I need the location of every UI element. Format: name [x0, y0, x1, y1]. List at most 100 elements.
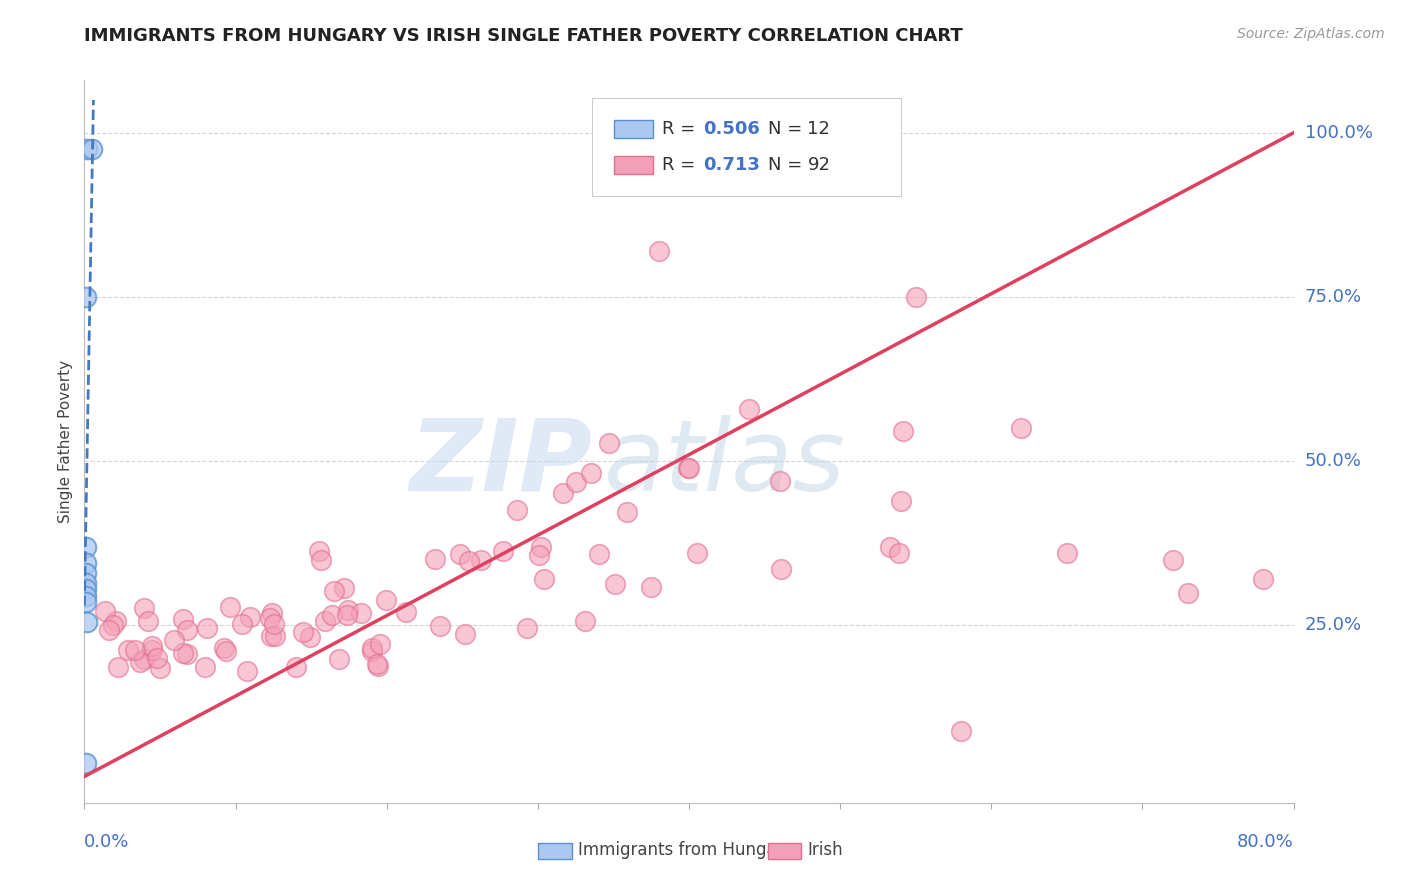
- Point: [128, 655, 150, 669]
- Point: [616, 505, 638, 519]
- Point: [516, 621, 538, 635]
- Point: [395, 605, 418, 619]
- Point: [887, 546, 910, 560]
- Point: [332, 582, 354, 596]
- Point: [172, 612, 194, 626]
- Point: [146, 651, 169, 665]
- Point: [492, 544, 515, 558]
- Point: [76, 142, 98, 156]
- Point: [176, 647, 198, 661]
- Point: [321, 607, 343, 622]
- Point: [107, 659, 129, 673]
- Text: 100.0%: 100.0%: [1305, 124, 1372, 142]
- Point: [215, 644, 238, 658]
- Point: [530, 541, 553, 555]
- Point: [366, 657, 388, 671]
- Point: [231, 616, 253, 631]
- Bar: [614, 156, 652, 174]
- Point: [219, 599, 242, 614]
- Point: [260, 628, 283, 642]
- Bar: [614, 120, 652, 138]
- Point: [75, 540, 97, 554]
- Point: [1161, 553, 1184, 567]
- Point: [879, 540, 901, 554]
- Point: [1011, 421, 1033, 435]
- Point: [454, 626, 477, 640]
- Point: [367, 658, 389, 673]
- Point: [75, 575, 97, 590]
- Point: [262, 606, 284, 620]
- Text: 92: 92: [807, 156, 831, 174]
- Point: [264, 629, 287, 643]
- Point: [423, 552, 446, 566]
- Text: 75.0%: 75.0%: [1305, 288, 1362, 306]
- Point: [75, 589, 97, 603]
- Point: [648, 244, 671, 258]
- Point: [470, 553, 492, 567]
- Bar: [538, 843, 572, 859]
- Point: [149, 661, 172, 675]
- Point: [124, 643, 146, 657]
- Point: [458, 554, 481, 568]
- Point: [76, 615, 98, 630]
- Point: [328, 651, 350, 665]
- Point: [134, 652, 156, 666]
- Text: 80.0%: 80.0%: [1237, 833, 1294, 851]
- Point: [349, 606, 371, 620]
- Point: [588, 547, 610, 561]
- Point: [769, 562, 792, 576]
- Point: [291, 625, 314, 640]
- Point: [117, 642, 139, 657]
- Point: [75, 582, 97, 597]
- Point: [263, 616, 285, 631]
- Text: R =: R =: [662, 120, 702, 137]
- Point: [194, 659, 217, 673]
- Point: [529, 548, 551, 562]
- Point: [75, 290, 97, 304]
- Point: [1253, 573, 1275, 587]
- Text: Source: ZipAtlas.com: Source: ZipAtlas.com: [1237, 27, 1385, 41]
- Point: [551, 485, 574, 500]
- Text: 25.0%: 25.0%: [1305, 616, 1362, 634]
- Text: 0.713: 0.713: [703, 156, 761, 174]
- Point: [449, 547, 471, 561]
- Bar: [768, 843, 801, 859]
- Point: [101, 618, 124, 632]
- Point: [138, 614, 160, 628]
- Point: [950, 723, 973, 738]
- Point: [75, 566, 97, 580]
- Point: [94, 604, 117, 618]
- Point: [361, 644, 384, 658]
- Point: [75, 556, 97, 570]
- Point: [308, 544, 330, 558]
- Point: [890, 493, 912, 508]
- Point: [686, 546, 709, 560]
- FancyBboxPatch shape: [592, 98, 901, 196]
- Point: [581, 466, 603, 480]
- Point: [337, 603, 360, 617]
- Text: N =: N =: [768, 156, 807, 174]
- Point: [574, 614, 596, 628]
- Text: 0.506: 0.506: [703, 120, 761, 137]
- Point: [75, 595, 97, 609]
- Point: [1056, 546, 1078, 560]
- Point: [361, 640, 384, 655]
- Text: Immigrants from Hungary: Immigrants from Hungary: [578, 841, 793, 860]
- Point: [375, 593, 398, 607]
- Point: [141, 643, 163, 657]
- Text: ZIP: ZIP: [409, 415, 592, 512]
- Point: [336, 607, 359, 622]
- Point: [285, 660, 308, 674]
- Text: R =: R =: [662, 156, 702, 174]
- Point: [429, 618, 451, 632]
- Text: 50.0%: 50.0%: [1305, 452, 1361, 470]
- Point: [80, 142, 103, 156]
- Point: [105, 614, 128, 628]
- Point: [323, 584, 346, 599]
- Text: 0.0%: 0.0%: [84, 833, 129, 851]
- Point: [314, 614, 336, 628]
- Point: [176, 624, 198, 638]
- Point: [533, 572, 555, 586]
- Point: [678, 460, 700, 475]
- Point: [239, 610, 262, 624]
